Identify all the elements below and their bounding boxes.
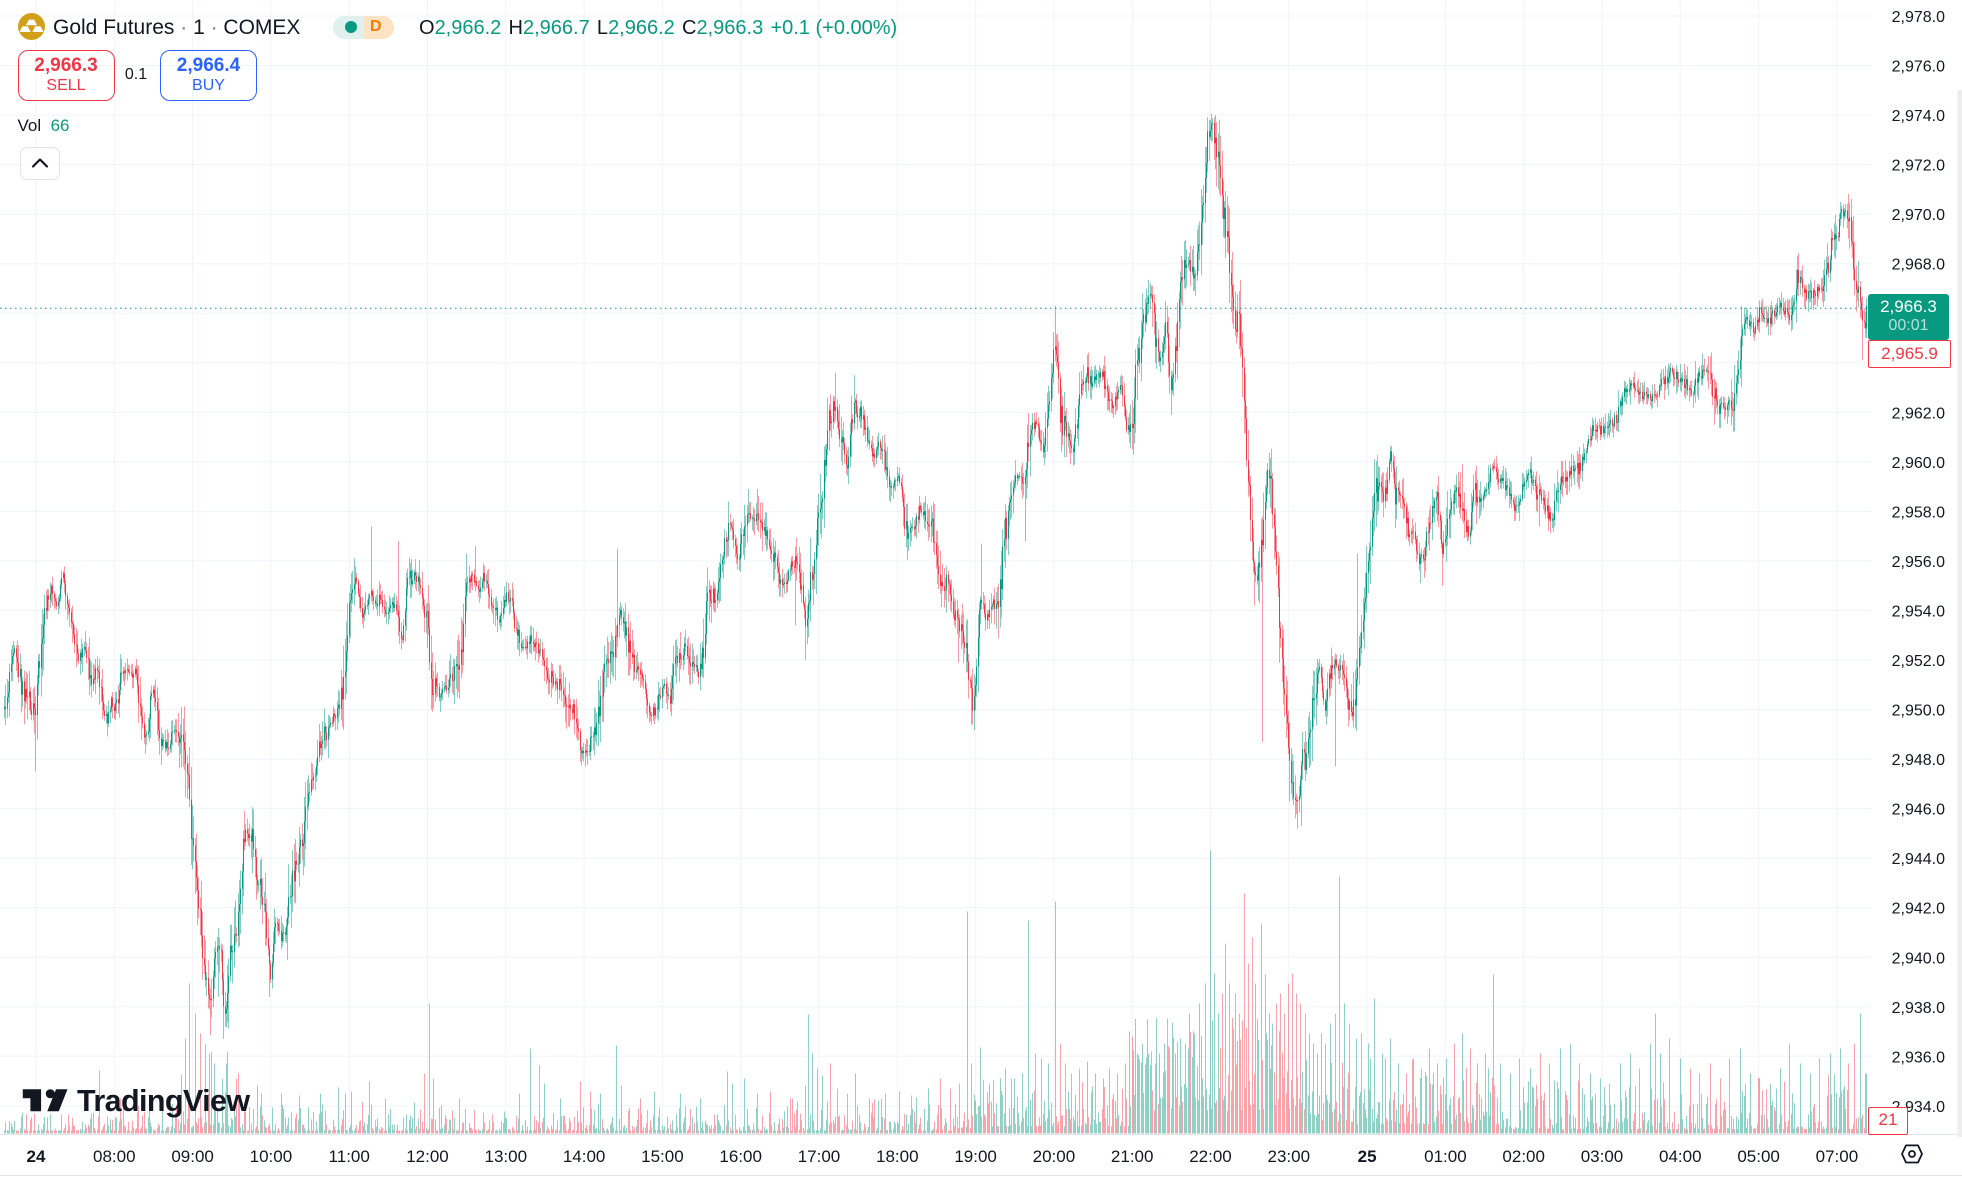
svg-text:2,950.0: 2,950.0	[1892, 703, 1945, 720]
svg-text:18:00: 18:00	[876, 1147, 919, 1166]
svg-text:2,944.0: 2,944.0	[1892, 851, 1945, 868]
svg-text:2,978.0: 2,978.0	[1892, 9, 1945, 26]
svg-text:2,948.0: 2,948.0	[1892, 752, 1945, 769]
svg-text:10:00: 10:00	[250, 1147, 293, 1166]
svg-text:11:00: 11:00	[329, 1147, 370, 1166]
svg-text:2,974.0: 2,974.0	[1892, 108, 1945, 125]
svg-text:04:00: 04:00	[1659, 1147, 1702, 1166]
svg-text:2,954.0: 2,954.0	[1892, 604, 1945, 621]
svg-text:24: 24	[27, 1147, 46, 1166]
svg-text:16:00: 16:00	[719, 1147, 762, 1166]
svg-text:08:00: 08:00	[93, 1147, 136, 1166]
svg-text:21:00: 21:00	[1111, 1147, 1154, 1166]
svg-text:2,958.0: 2,958.0	[1892, 504, 1945, 521]
svg-text:01:00: 01:00	[1424, 1147, 1467, 1166]
svg-text:2,976.0: 2,976.0	[1892, 59, 1945, 76]
svg-text:2,962.0: 2,962.0	[1892, 405, 1945, 422]
svg-text:2,952.0: 2,952.0	[1892, 653, 1945, 670]
svg-text:2,946.0: 2,946.0	[1892, 802, 1945, 819]
svg-text:TradingView: TradingView	[77, 1086, 250, 1118]
svg-text:25: 25	[1358, 1147, 1377, 1166]
svg-text:05:00: 05:00	[1737, 1147, 1780, 1166]
svg-text:15:00: 15:00	[641, 1147, 684, 1166]
svg-text:2,970.0: 2,970.0	[1892, 207, 1945, 224]
svg-text:19:00: 19:00	[954, 1147, 997, 1166]
svg-text:2,942.0: 2,942.0	[1892, 901, 1945, 918]
svg-text:03:00: 03:00	[1581, 1147, 1624, 1166]
svg-text:17:00: 17:00	[798, 1147, 841, 1166]
svg-text:2,968.0: 2,968.0	[1892, 257, 1945, 274]
svg-text:12:00: 12:00	[406, 1147, 449, 1166]
svg-text:13:00: 13:00	[485, 1147, 528, 1166]
svg-text:2,960.0: 2,960.0	[1892, 455, 1945, 472]
svg-text:2,972.0: 2,972.0	[1892, 158, 1945, 175]
svg-text:2,938.0: 2,938.0	[1892, 1000, 1945, 1017]
svg-text:09:00: 09:00	[171, 1147, 214, 1166]
svg-text:22:00: 22:00	[1189, 1147, 1232, 1166]
svg-text:2,956.0: 2,956.0	[1892, 554, 1945, 571]
svg-text:07:00: 07:00	[1816, 1147, 1859, 1166]
svg-text:2,936.0: 2,936.0	[1892, 1049, 1945, 1066]
svg-text:14:00: 14:00	[563, 1147, 606, 1166]
svg-text:20:00: 20:00	[1033, 1147, 1076, 1166]
svg-text:2,940.0: 2,940.0	[1892, 950, 1945, 967]
svg-text:23:00: 23:00	[1268, 1147, 1311, 1166]
svg-text:02:00: 02:00	[1502, 1147, 1545, 1166]
